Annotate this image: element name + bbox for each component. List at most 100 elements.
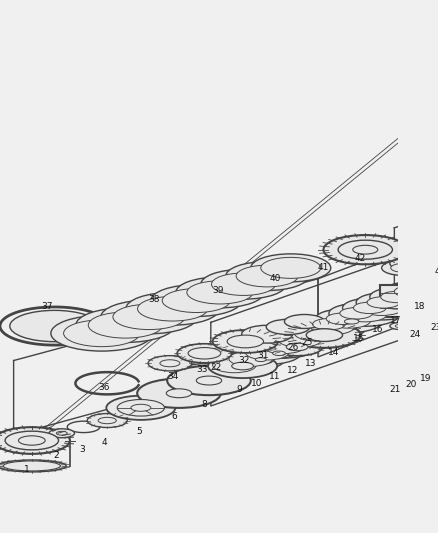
Text: 16: 16 [372,325,384,334]
Ellipse shape [101,300,197,334]
Text: 11: 11 [268,373,280,382]
Ellipse shape [338,240,392,259]
Ellipse shape [383,282,438,301]
Text: 22: 22 [211,364,222,373]
Text: 23: 23 [431,324,438,333]
Ellipse shape [265,328,334,352]
Ellipse shape [106,395,175,420]
Ellipse shape [376,294,420,309]
Text: 31: 31 [258,351,269,360]
Ellipse shape [394,286,427,297]
Ellipse shape [314,309,383,333]
Ellipse shape [424,312,434,315]
Ellipse shape [236,265,298,287]
Ellipse shape [410,318,419,321]
Ellipse shape [18,436,45,445]
Text: 17: 17 [390,316,402,325]
Ellipse shape [431,233,438,248]
Ellipse shape [360,300,403,316]
Text: 41: 41 [318,263,329,272]
Ellipse shape [233,340,302,365]
Ellipse shape [248,355,273,364]
Ellipse shape [398,251,438,266]
Ellipse shape [255,358,266,361]
Ellipse shape [284,314,325,328]
Ellipse shape [424,245,438,254]
Ellipse shape [272,351,285,356]
Ellipse shape [390,256,434,271]
Ellipse shape [278,332,321,348]
Ellipse shape [367,297,400,308]
Ellipse shape [261,257,321,278]
Ellipse shape [148,356,192,371]
Ellipse shape [353,245,378,254]
Text: 5: 5 [136,427,142,436]
Text: 21: 21 [389,385,401,394]
Ellipse shape [331,302,400,326]
Ellipse shape [286,343,308,351]
Ellipse shape [188,348,221,359]
Ellipse shape [422,275,438,286]
Ellipse shape [212,330,278,353]
Ellipse shape [419,310,438,317]
Text: 6: 6 [172,413,177,422]
Ellipse shape [356,293,411,312]
Ellipse shape [249,334,318,358]
Ellipse shape [344,319,359,324]
Ellipse shape [87,414,127,427]
Ellipse shape [407,254,432,263]
Text: 24: 24 [410,330,421,338]
Ellipse shape [370,287,424,306]
Ellipse shape [5,431,59,450]
Ellipse shape [414,242,438,257]
Ellipse shape [176,277,264,308]
Ellipse shape [245,345,289,360]
Ellipse shape [177,364,232,383]
Ellipse shape [242,325,293,343]
Ellipse shape [431,241,438,249]
Ellipse shape [138,296,208,321]
Ellipse shape [261,338,305,353]
Ellipse shape [324,235,407,264]
Ellipse shape [226,262,308,290]
Ellipse shape [251,254,331,282]
Ellipse shape [282,321,351,345]
Text: 20: 20 [405,379,417,389]
Ellipse shape [0,460,66,472]
Ellipse shape [313,319,345,330]
Ellipse shape [166,389,192,398]
Ellipse shape [406,247,438,262]
Ellipse shape [10,310,99,342]
Ellipse shape [49,429,74,438]
Ellipse shape [404,316,424,323]
Text: 13: 13 [305,359,317,368]
Ellipse shape [131,405,151,411]
Text: 26: 26 [287,343,298,352]
Text: 34: 34 [167,373,178,382]
Ellipse shape [423,238,438,253]
Text: 25: 25 [301,338,313,347]
Ellipse shape [137,378,221,408]
Ellipse shape [408,280,438,292]
Ellipse shape [167,366,251,395]
Ellipse shape [216,346,285,371]
Text: 2: 2 [53,451,59,461]
Ellipse shape [98,417,117,424]
Ellipse shape [113,304,185,329]
Text: 9: 9 [236,385,242,394]
Text: 10: 10 [251,379,263,388]
Ellipse shape [415,250,438,259]
Ellipse shape [353,302,386,313]
Ellipse shape [126,293,219,325]
Ellipse shape [298,315,367,339]
Text: 39: 39 [212,286,224,295]
Ellipse shape [401,285,430,295]
Ellipse shape [57,431,67,435]
Ellipse shape [212,358,256,373]
Ellipse shape [294,326,338,341]
Ellipse shape [329,304,383,323]
Text: 14: 14 [328,348,339,357]
Ellipse shape [395,325,404,328]
Text: 42: 42 [354,254,365,263]
Text: 15: 15 [353,334,365,343]
